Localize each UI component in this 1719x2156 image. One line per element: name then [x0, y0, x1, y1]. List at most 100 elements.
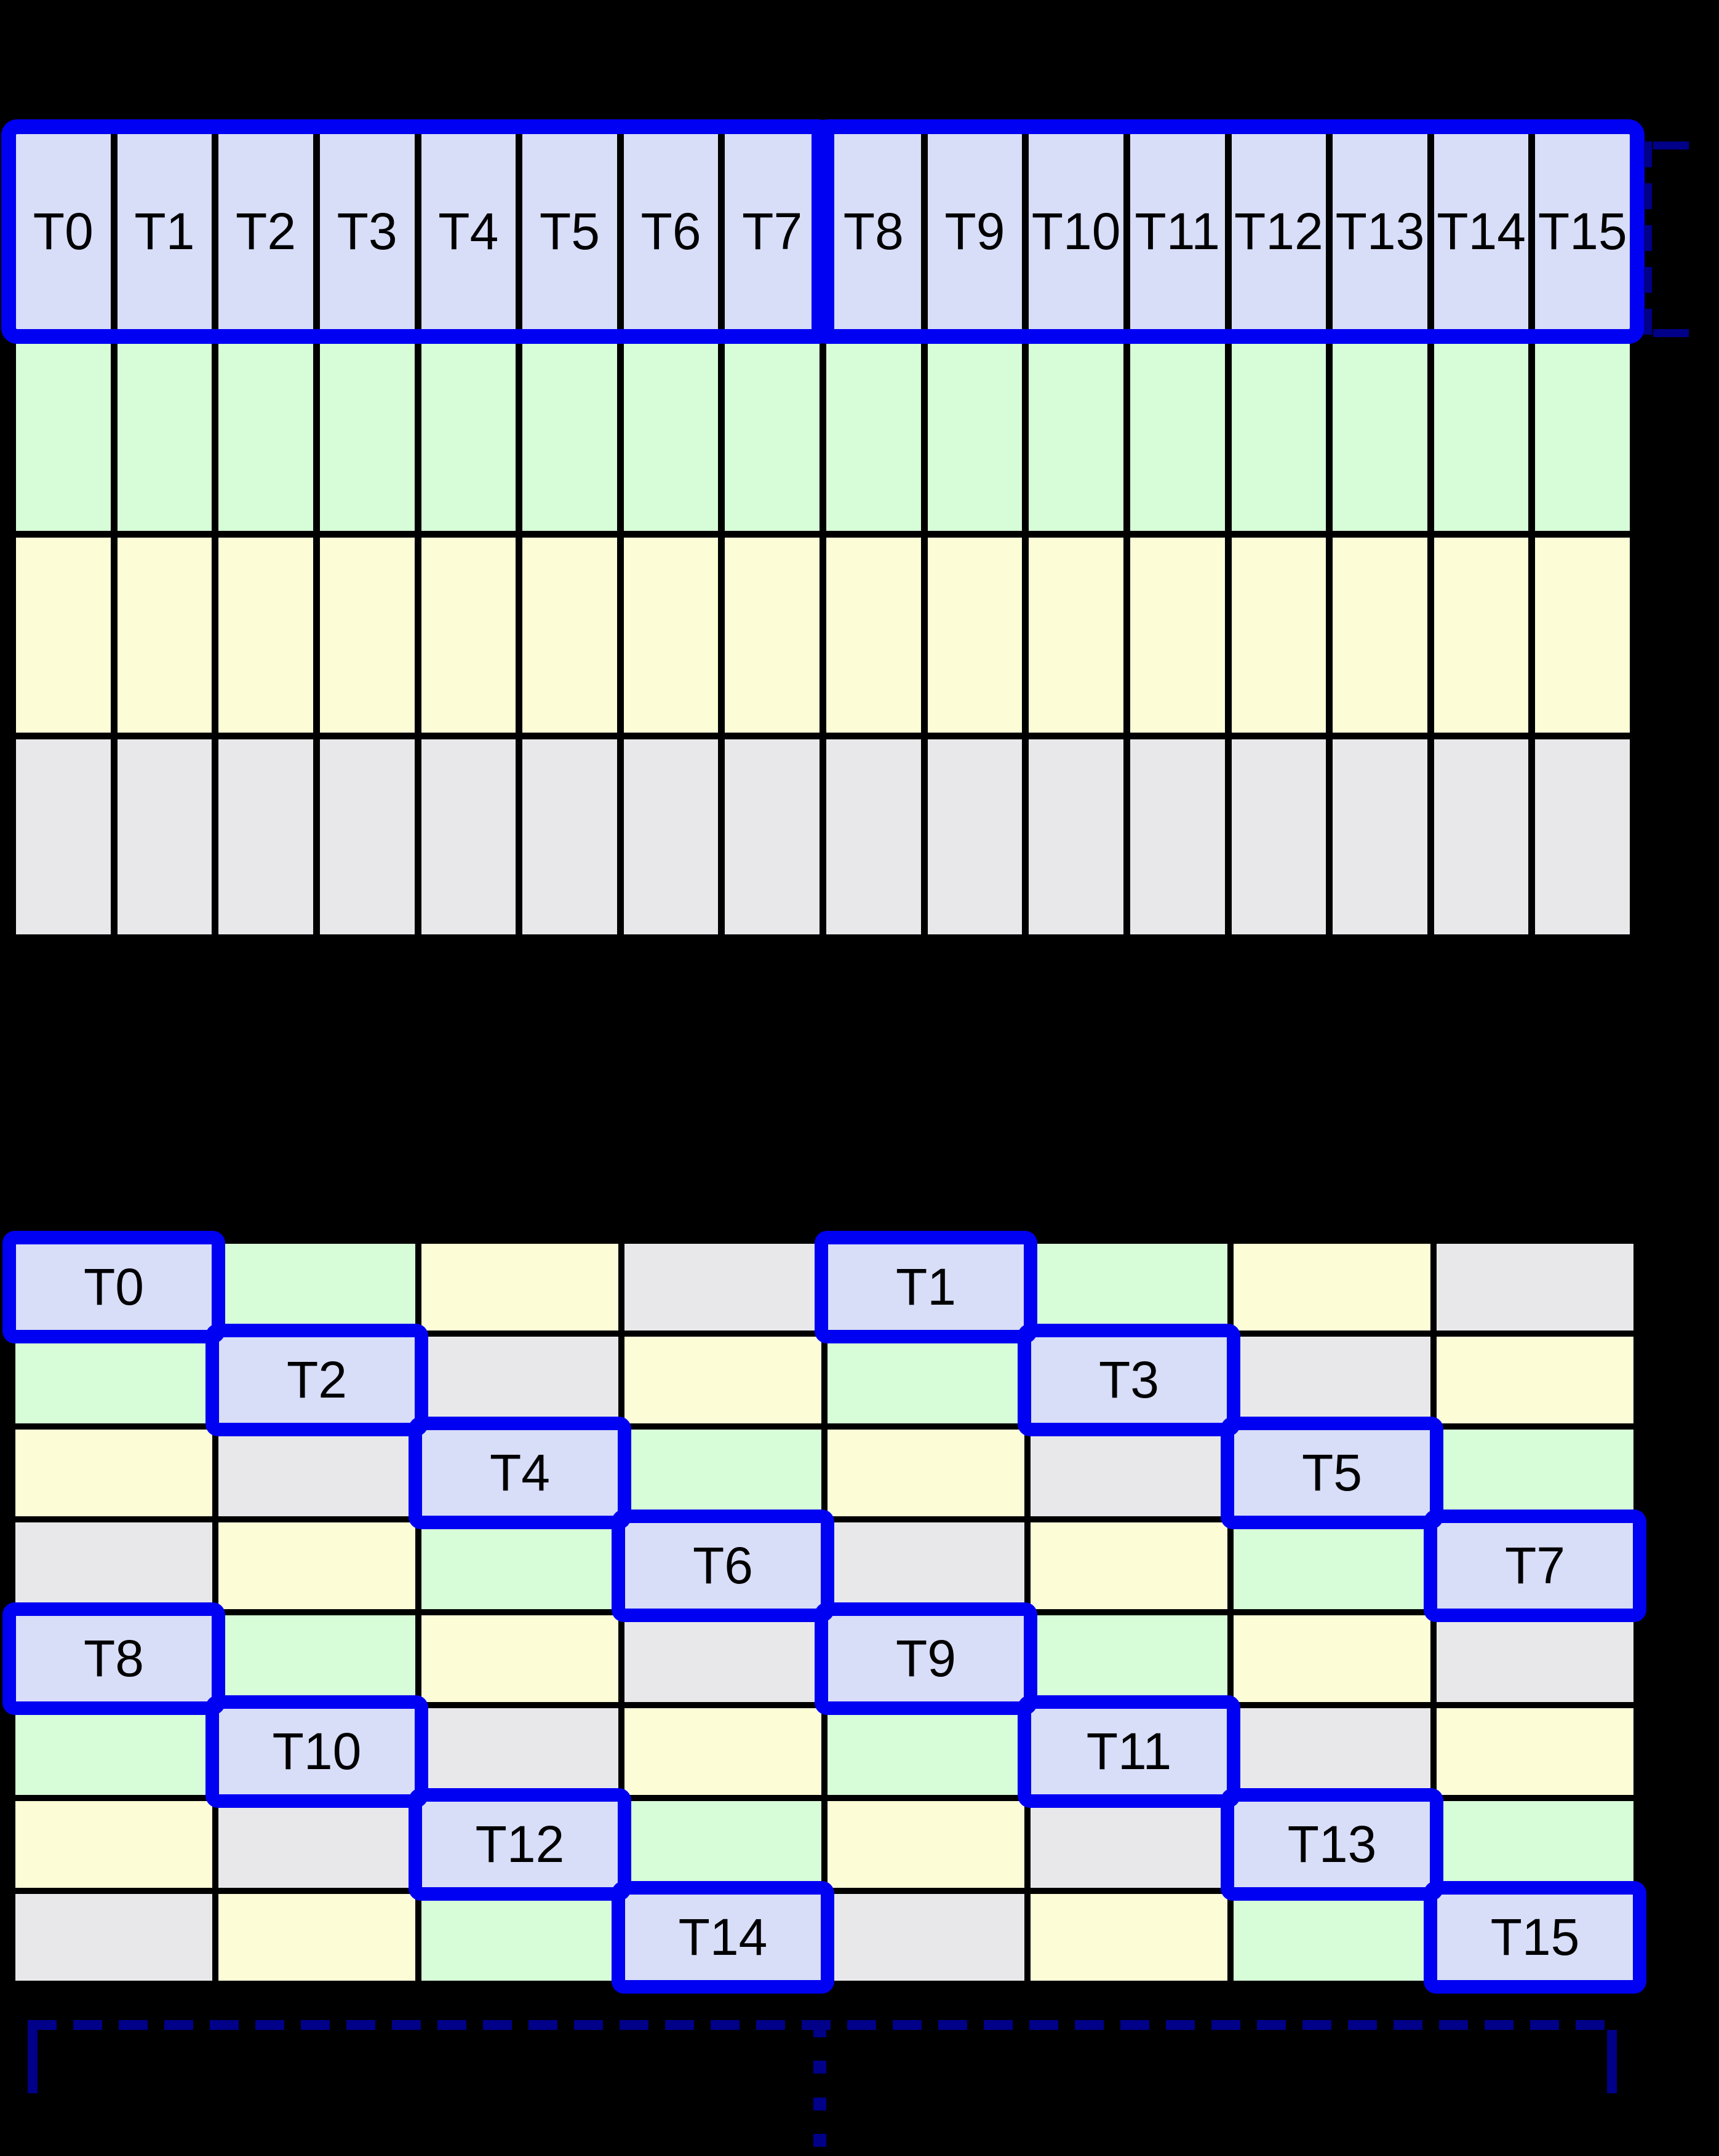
grid1-yellow-cell [725, 538, 820, 733]
grid2-green-cell [1031, 1244, 1227, 1331]
warp-group-outline-0 [1, 119, 834, 344]
thread-header-grid: T0 T1 T2 T3 T4 T5 T6 T7 T8 T9 T10 T11 T12 T13 T14 T15 [1, 119, 1645, 941]
grid2-thread-cell-t3: T3 [1031, 1337, 1227, 1423]
grid1-green-cell [1434, 336, 1529, 531]
grid2-thread-cell-t2: T2 [218, 1337, 415, 1423]
thread-outline-t10 [205, 1695, 428, 1808]
grid2-green-cell [828, 1708, 1024, 1795]
grid1-green-cell [1535, 336, 1630, 531]
grid2-yellow-cell [1437, 1337, 1633, 1423]
grid2-green-cell [218, 1244, 415, 1331]
grid2-green-cell [1234, 1522, 1430, 1609]
thread-outline-t14 [612, 1881, 834, 1994]
grid1-green-cell [522, 336, 617, 531]
grid2-thread-cell-t12: T12 [421, 1801, 618, 1888]
grid1-gray-cell [522, 739, 617, 934]
grid2-gray-cell [421, 1337, 618, 1423]
grid2-thread-cell-t1: T1 [828, 1244, 1024, 1331]
grid1-gray-cell [927, 739, 1023, 934]
thread-outline-t9 [815, 1602, 1037, 1715]
grid1-thread-cell-t7: T7 [725, 134, 820, 329]
grid2-yellow-cell [421, 1615, 618, 1702]
grid2-yellow-cell [15, 1801, 212, 1888]
grid2-green-cell [1437, 1430, 1633, 1516]
thread-outline-t6 [612, 1510, 834, 1622]
grid1-thread-cell-t8: T8 [826, 134, 921, 329]
grid2-gray-cell [1234, 1337, 1430, 1423]
ellipsis-dot [813, 2134, 826, 2147]
grid2-gray-cell [624, 1615, 821, 1702]
grid1-gray-cell [1535, 739, 1630, 934]
grid2-green-cell [218, 1615, 415, 1702]
grid1-gray-cell [1231, 739, 1326, 934]
grid1-gray-cell [1434, 739, 1529, 934]
grid2-gray-cell [218, 1430, 415, 1516]
thread-outline-t15 [1424, 1881, 1646, 1994]
grid2-yellow-cell [828, 1801, 1024, 1888]
grid1-yellow-cell [522, 538, 617, 733]
grid2-gray-cell [15, 1522, 212, 1609]
grid1-gray-cell [1333, 739, 1427, 934]
grid1-green-cell [218, 336, 313, 531]
thread-outline-t11 [1018, 1695, 1240, 1808]
ellipsis-dot [813, 2098, 826, 2110]
grid1-thread-cell-t1: T1 [117, 134, 212, 329]
grid1-yellow-cell [1434, 538, 1529, 733]
grid2-green-cell [624, 1430, 821, 1516]
thread-outline-t2 [205, 1324, 428, 1436]
grid2-green-cell [1031, 1615, 1227, 1702]
grid1-green-cell [421, 336, 516, 531]
grid2-green-cell [421, 1522, 618, 1609]
grid2-gray-cell [624, 1244, 821, 1331]
header-row-bracket-vertical [1644, 141, 1652, 337]
grid1-gray-cell [117, 739, 212, 934]
grid1-green-cell [725, 336, 820, 531]
grid1-yellow-cell [1029, 538, 1123, 733]
grid1-gray-cell [1029, 739, 1123, 934]
grid1-thread-cell-t11: T11 [1130, 134, 1225, 329]
grid1-yellow-cell [421, 538, 516, 733]
grid2-green-cell [1234, 1894, 1430, 1981]
grid1-yellow-cell [319, 538, 415, 733]
grid1-yellow-cell [218, 538, 313, 733]
grid2-thread-cell-t13: T13 [1234, 1801, 1430, 1888]
grid1-thread-cell-t15: T15 [1535, 134, 1630, 329]
grid1-thread-cell-t14: T14 [1434, 134, 1529, 329]
grid2-green-cell [15, 1337, 212, 1423]
grid1-thread-cell-t13: T13 [1333, 134, 1427, 329]
grid2-yellow-cell [421, 1244, 618, 1331]
grid1-thread-cell-t2: T2 [218, 134, 313, 329]
thread-outline-t1 [815, 1231, 1037, 1343]
grid2-thread-cell-t8: T8 [15, 1615, 212, 1702]
grid1-gray-cell [218, 739, 313, 934]
grid2-green-cell [421, 1894, 618, 1981]
grid1-yellow-cell [623, 538, 719, 733]
swizzled-thread-grid: T0 T1 T2 T3 T4 T5 T6 T7 T8 T9 T10 T11 T12 T13 T14 T15 [2, 1231, 1646, 1994]
grid2-gray-cell [421, 1708, 618, 1795]
grid1-green-cell [1029, 336, 1123, 531]
grid2-yellow-cell [218, 1894, 415, 1981]
grid1-green-cell [927, 336, 1023, 531]
grid2-thread-cell-t15: T15 [1437, 1894, 1633, 1981]
header-row-bracket [1644, 141, 1699, 337]
grid1-yellow-cell [1231, 538, 1326, 733]
grid1-yellow-cell [1333, 538, 1427, 733]
grid1-yellow-cell [1130, 538, 1225, 733]
grid2-gray-cell [1437, 1244, 1633, 1331]
grid1-green-cell [1130, 336, 1225, 531]
grid2-yellow-cell [1437, 1708, 1633, 1795]
grid1-thread-cell-t6: T6 [623, 134, 719, 329]
grid2-green-cell [828, 1337, 1024, 1423]
grid2-gray-cell [1031, 1801, 1227, 1888]
thread-outline-t4 [409, 1417, 631, 1529]
grid2-yellow-cell [1234, 1244, 1430, 1331]
swizzled-grid-bracket-right-tick [1607, 2030, 1617, 2093]
grid1-yellow-cell [1535, 538, 1630, 733]
grid1-green-cell [1231, 336, 1326, 531]
grid1-thread-cell-t5: T5 [522, 134, 617, 329]
thread-outline-t0 [2, 1231, 225, 1343]
thread-outline-t8 [2, 1602, 225, 1715]
thread-outline-t3 [1018, 1324, 1240, 1436]
grid1-green-cell [117, 336, 212, 531]
